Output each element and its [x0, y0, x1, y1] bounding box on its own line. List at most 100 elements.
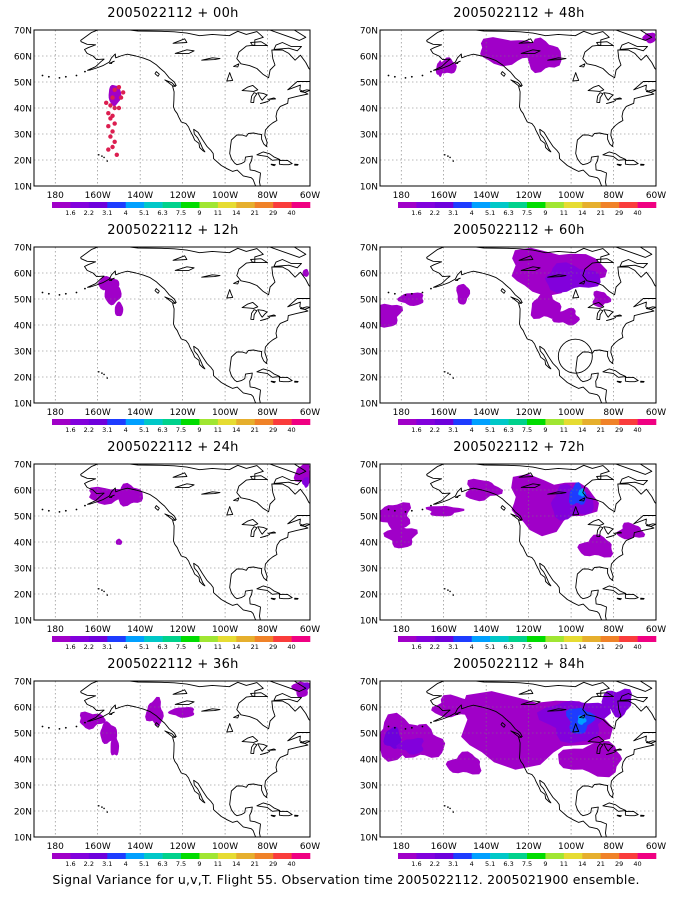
colorbar-label: 9 [197, 860, 201, 867]
coastline-island [154, 722, 160, 728]
coastline-arctic [580, 461, 593, 464]
colorbar-label: 9 [543, 209, 547, 216]
colorbar-label: 29 [615, 426, 623, 433]
colorbar-swatch [508, 419, 528, 425]
coastline-north-america [426, 464, 656, 620]
lat-label: 40N [14, 539, 32, 549]
coastline-arctic [619, 476, 648, 486]
coastline-island [299, 89, 310, 93]
colorbar-swatch [471, 636, 491, 642]
coastline-arctic [57, 244, 61, 245]
colorbar-label: 9 [543, 643, 547, 650]
lon-label: 120W [170, 408, 196, 418]
island-dot [452, 377, 455, 379]
lon-label: 120W [516, 842, 542, 852]
map-panel-12h: 70N 60N 50N 40N 30N 20N 10N 180 160W 140W 120W 100W… [0, 217, 346, 433]
coastline-lake [603, 92, 614, 101]
coastline-island [270, 814, 276, 818]
coastline-lake [547, 274, 567, 278]
map-svg: 70N 60N 50N 40N 30N 20N 10N 180 160W 140W 120W 100W… [14, 244, 320, 434]
colorbar-swatch [199, 419, 219, 425]
colorbar-label: 5.1 [485, 426, 495, 433]
coastline-lake [233, 497, 240, 502]
coastline-arctic [615, 464, 653, 475]
lon-label: 180 [393, 408, 410, 418]
lon-label: 100W [212, 408, 238, 418]
colorbar-swatch [398, 853, 417, 859]
colorbar-swatch [527, 419, 546, 425]
lon-label: 140W [127, 625, 153, 635]
lon-label: 160W [85, 408, 111, 418]
island-dot [103, 156, 105, 159]
map-frame [379, 29, 657, 187]
coastline-island [108, 494, 115, 498]
coastline-lake [174, 700, 195, 705]
colorbar-swatch [416, 202, 436, 208]
lon-label: 180 [47, 842, 64, 852]
lat-label: 60N [360, 487, 378, 497]
contour-fill [98, 268, 309, 317]
coastline-island [270, 597, 276, 601]
colorbar-label: 5.1 [139, 860, 149, 867]
lon-label: 100W [558, 842, 584, 852]
coastline-arctic [269, 464, 307, 475]
island-dot [430, 504, 432, 507]
contour-fill [480, 37, 541, 67]
island-dot [449, 590, 451, 593]
colorbar-label: 21 [597, 209, 605, 216]
coastline-arctic [172, 461, 215, 463]
coastline-lake [520, 483, 541, 488]
lat-label: 40N [14, 105, 32, 115]
coastline-arctic [596, 41, 614, 47]
colorbar-label: 14 [578, 426, 586, 433]
coastline-island [624, 593, 639, 600]
contour-fill [110, 733, 120, 756]
colorbar-label: 2.2 [84, 860, 94, 867]
coastline-island [500, 722, 506, 728]
lat-label: 10N [360, 183, 378, 193]
coastline [387, 30, 656, 186]
panel-title: 2005022112 + 72h [453, 440, 585, 455]
coastline-lake [547, 57, 567, 61]
lon-label: 100W [558, 408, 584, 418]
map-frame [379, 463, 657, 621]
coastline-island [602, 368, 627, 378]
colorbar-label: 21 [251, 426, 259, 433]
coastline-lake [587, 518, 605, 526]
contour-fill [397, 292, 424, 306]
observation-point [106, 111, 111, 116]
island-dot [449, 807, 451, 810]
colorbar-swatch [88, 636, 108, 642]
coastline-island [616, 380, 622, 384]
coastline-island [164, 513, 176, 521]
lon-label: 60W [646, 842, 666, 852]
contour-fill [383, 527, 418, 549]
lon-label: 180 [393, 842, 410, 852]
coastline-lake [250, 309, 258, 320]
island-dot [106, 594, 109, 596]
colorbar-swatch [107, 636, 127, 642]
island-dot [84, 721, 86, 724]
lon-label: 120W [516, 408, 542, 418]
lon-label: 60W [300, 625, 320, 635]
island-dot [103, 590, 105, 593]
colorbar-swatch [52, 853, 71, 859]
lon-label: 180 [393, 625, 410, 635]
coastline-arctic [309, 30, 310, 31]
colorbar-swatch [398, 202, 417, 208]
island-dot [75, 291, 78, 294]
lat-label: 40N [14, 322, 32, 332]
colorbar-swatch [107, 419, 127, 425]
contour-fill [530, 290, 562, 319]
coastline-lake [257, 92, 268, 101]
coastline-lake [201, 491, 221, 495]
coastline-arctic [273, 42, 302, 52]
coastline-lake [520, 700, 541, 705]
coastline-lake [257, 309, 268, 318]
colorbar-swatch [582, 419, 602, 425]
lat-label: 70N [14, 244, 32, 254]
colorbar-label: 4 [470, 426, 474, 433]
map-panel-60h: 70N 60N 50N 40N 30N 20N 10N 180 160W 140W 120W 100W… [346, 217, 692, 433]
coastline-island [645, 306, 656, 310]
colorbar-label: 6.3 [503, 209, 513, 216]
